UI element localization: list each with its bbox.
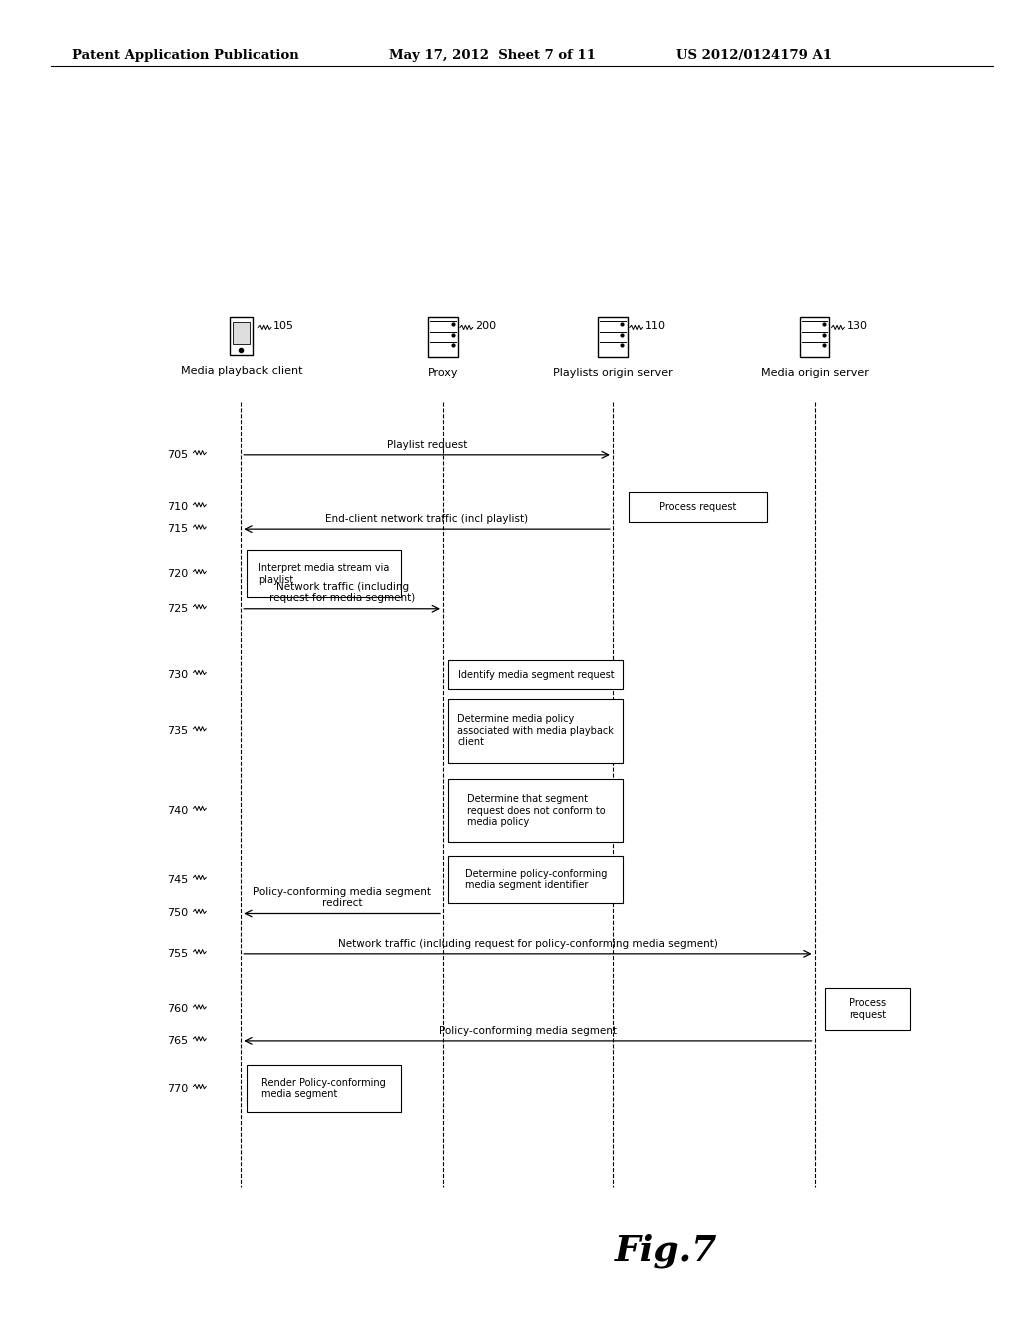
Text: Proxy: Proxy	[428, 368, 458, 378]
Bar	[247, 550, 400, 597]
Bar	[428, 317, 458, 358]
Text: Playlists origin server: Playlists origin server	[553, 368, 673, 378]
Text: Determine that segment
request does not conform to
media policy: Determine that segment request does not …	[467, 793, 605, 828]
Text: 765: 765	[167, 1036, 188, 1045]
Text: 730: 730	[167, 669, 188, 680]
Bar	[449, 779, 624, 842]
Bar	[247, 1065, 400, 1111]
Text: Media playback client: Media playback client	[180, 366, 302, 376]
Bar	[449, 857, 624, 903]
Text: 110: 110	[645, 321, 666, 331]
Text: 130: 130	[847, 321, 867, 331]
Text: 710: 710	[167, 502, 188, 512]
Text: Network traffic (including request for policy-conforming media segment): Network traffic (including request for p…	[338, 939, 718, 949]
Bar	[229, 317, 253, 355]
Text: Identify media segment request: Identify media segment request	[458, 669, 614, 680]
Bar	[825, 987, 910, 1031]
Text: 105: 105	[273, 321, 294, 331]
Text: 715: 715	[167, 524, 188, 535]
Text: Media origin server: Media origin server	[761, 368, 868, 378]
Text: Fig.7: Fig.7	[614, 1234, 717, 1269]
Text: 740: 740	[167, 805, 188, 816]
Text: Determine policy-conforming
media segment identifier: Determine policy-conforming media segmen…	[465, 869, 607, 890]
Bar	[629, 492, 767, 521]
Text: Render Policy-conforming
media segment: Render Policy-conforming media segment	[261, 1078, 386, 1100]
Text: 735: 735	[167, 726, 188, 735]
Text: request for media segment): request for media segment)	[269, 594, 416, 603]
Text: Process request: Process request	[659, 502, 736, 512]
Text: 745: 745	[167, 875, 188, 884]
Text: 750: 750	[167, 908, 188, 919]
Text: End-client network traffic (incl playlist): End-client network traffic (incl playlis…	[326, 513, 528, 524]
Bar	[800, 317, 829, 358]
Text: Patent Application Publication: Patent Application Publication	[72, 49, 298, 62]
Bar	[598, 317, 628, 358]
Text: 755: 755	[167, 949, 188, 958]
Text: Process
request: Process request	[849, 998, 886, 1020]
Bar	[449, 700, 624, 763]
Text: 760: 760	[167, 1005, 188, 1014]
Text: 705: 705	[167, 450, 188, 459]
Text: Policy-conforming media segment: Policy-conforming media segment	[253, 887, 431, 896]
Text: Determine media policy
associated with media playback
client: Determine media policy associated with m…	[458, 714, 614, 747]
Text: May 17, 2012  Sheet 7 of 11: May 17, 2012 Sheet 7 of 11	[389, 49, 596, 62]
Text: Policy-conforming media segment: Policy-conforming media segment	[439, 1026, 616, 1036]
Text: Playlist request: Playlist request	[387, 440, 467, 450]
Text: 720: 720	[167, 569, 188, 578]
Text: 725: 725	[167, 603, 188, 614]
Bar	[449, 660, 624, 689]
Text: 200: 200	[475, 321, 496, 331]
Text: 770: 770	[167, 1084, 188, 1094]
Text: Interpret media stream via
playlist: Interpret media stream via playlist	[258, 562, 389, 585]
Text: Network traffic (including: Network traffic (including	[275, 582, 409, 591]
Bar	[232, 322, 250, 345]
Text: US 2012/0124179 A1: US 2012/0124179 A1	[676, 49, 831, 62]
Text: redirect: redirect	[322, 898, 362, 908]
